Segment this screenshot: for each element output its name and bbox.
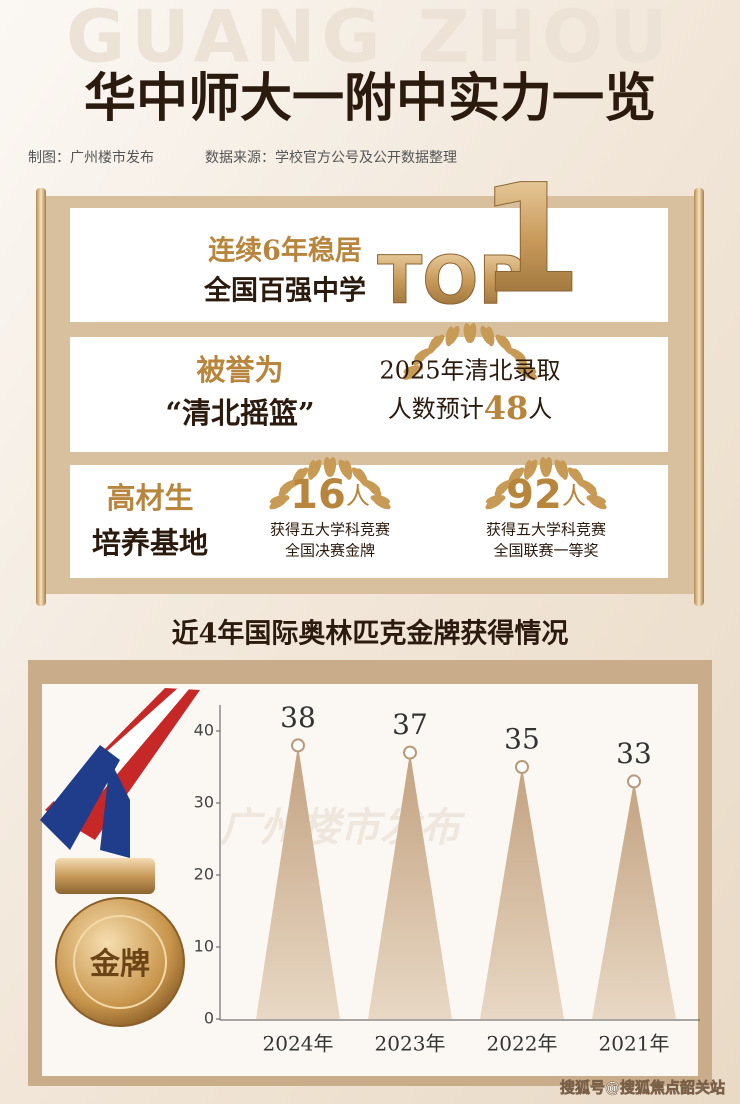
laurel-leaf <box>310 459 322 479</box>
peak <box>592 781 676 1019</box>
watermark: 广州楼市发布 <box>220 805 466 851</box>
panel-line: 被誉为 <box>196 353 283 387</box>
panel-line: 连续6年稳居 <box>208 235 362 267</box>
chart-title: 近4年国际奥林匹克金牌获得情况 <box>172 618 569 650</box>
laurel-leaf <box>467 323 477 343</box>
footer: 搜狐号@搜狐焦点韶关站 <box>560 1079 725 1097</box>
medal-illustration: 金牌 <box>40 688 200 1027</box>
award-line: 人数预计48人 <box>388 389 553 427</box>
credit: 制图：广州楼市发布 <box>28 149 154 166</box>
laurel-leaf <box>512 349 527 366</box>
award-line: 全国决赛金牌 <box>285 542 375 560</box>
peak-dot <box>627 774 641 789</box>
award-line: 获得五大学科竞赛 <box>486 521 606 539</box>
award-count: 16 <box>290 472 346 518</box>
panel <box>70 208 668 322</box>
peak-dot <box>515 760 529 774</box>
title: 华中师大一附中实力一览 <box>84 69 656 129</box>
laurel-leaf <box>559 460 569 480</box>
award-count: 48 <box>484 389 529 427</box>
award-count-line: 16人 <box>290 472 370 518</box>
award-unit: 人 <box>346 482 370 510</box>
peak <box>256 745 340 1019</box>
award-prefix: 人数预计 <box>388 395 484 423</box>
award-line: 全国联赛一等奖 <box>493 542 598 560</box>
laurel-leaf <box>414 348 433 361</box>
laurel-leaf <box>486 495 506 505</box>
data-label: 38 <box>280 701 316 734</box>
y-tick-label: 40 <box>194 721 214 740</box>
laurel-leaf <box>543 457 553 477</box>
laurel-leaf <box>500 335 513 354</box>
award-unit: 人 <box>528 395 552 423</box>
laurels <box>269 323 607 510</box>
panel-line: 高材生 <box>106 481 193 515</box>
data-label: 35 <box>504 723 540 756</box>
laurel-leaf <box>279 479 298 493</box>
panel-line: “清北摇篮” <box>165 396 314 430</box>
panel-line: 培养基地 <box>92 526 208 560</box>
award-unit: 人 <box>562 482 586 510</box>
award-count: 92 <box>506 472 562 518</box>
laurel-leaf <box>509 467 525 484</box>
peak <box>368 752 452 1019</box>
badge-number: 1 <box>478 153 582 327</box>
award-line: 获得五大学科竞赛 <box>270 521 390 539</box>
award-line: 2025年清北录取 <box>379 357 560 385</box>
laurel-leaf <box>366 481 382 497</box>
medal-label: 金牌 <box>89 947 150 982</box>
y-tick-label: 0 <box>204 1009 214 1028</box>
laurel-leaf <box>588 497 607 510</box>
laurel-leaf <box>519 367 538 380</box>
x-tick-label: 2024年 <box>263 1032 334 1056</box>
laurel-leaf <box>572 468 584 487</box>
laurel-leaf <box>356 468 368 487</box>
laurel-leaf <box>429 334 445 351</box>
peak <box>480 767 564 1019</box>
scroll-rod <box>694 188 704 606</box>
laurel-leaf <box>343 460 353 480</box>
laurel-leaf <box>403 365 424 375</box>
laurel-leaf <box>448 325 460 345</box>
badge: TOP <box>377 242 527 319</box>
data-label: 37 <box>392 708 428 741</box>
x-tick-label: 2022年 <box>487 1032 558 1056</box>
x-tick-label: 2023年 <box>375 1032 446 1056</box>
y-tick-label: 10 <box>194 937 214 956</box>
laurel-leaf <box>293 467 309 484</box>
laurel-leaf <box>582 481 598 497</box>
panel-line: 全国百强中学 <box>203 275 366 307</box>
laurel-leaf <box>327 457 337 477</box>
peak-dot <box>291 738 305 753</box>
award-count-line: 92人 <box>506 472 586 518</box>
panel <box>70 337 668 452</box>
laurel-leaf <box>526 459 538 479</box>
laurel-leaf <box>270 495 290 505</box>
y-tick-label: 30 <box>194 793 214 812</box>
laurel-leaf <box>485 326 495 347</box>
laurel-leaf <box>372 497 391 510</box>
peak-dot <box>403 745 417 760</box>
x-tick-label: 2021年 <box>599 1032 670 1056</box>
source: 数据来源：学校官方公号及公开数据整理 <box>205 149 457 166</box>
data-label: 33 <box>616 737 652 770</box>
laurel-leaf <box>495 479 514 493</box>
bg-text: GUANG ZHOU <box>66 0 674 79</box>
y-tick-label: 20 <box>194 865 214 884</box>
scroll-rod <box>36 188 46 606</box>
